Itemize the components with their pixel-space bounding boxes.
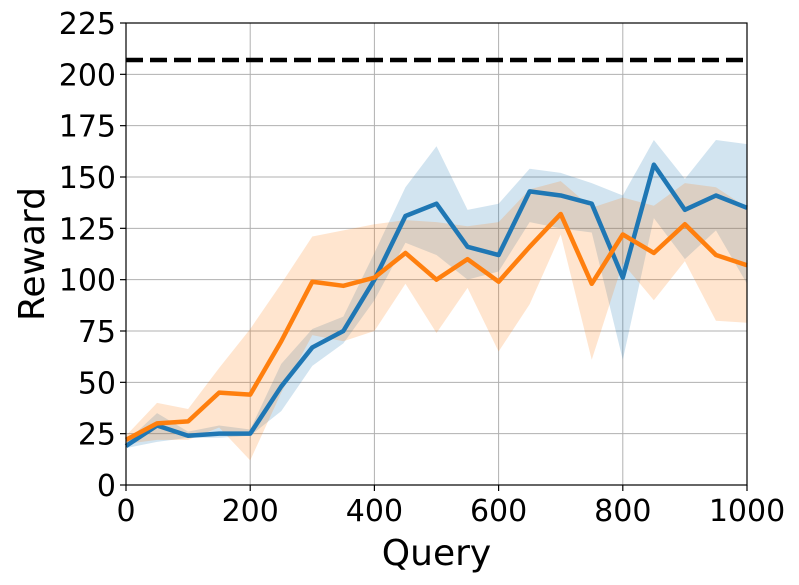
series-2-band [126, 181, 747, 461]
y-tick-label: 125 [59, 212, 116, 247]
y-tick-label: 100 [59, 264, 116, 299]
x-tick-label: 1000 [709, 494, 785, 529]
y-tick-label: 150 [59, 161, 116, 196]
y-tick-label: 75 [78, 315, 116, 350]
y-tick-label: 225 [59, 7, 116, 42]
x-tick-label: 600 [470, 494, 527, 529]
series-2-line [124, 211, 748, 442]
x-tick-label: 200 [222, 494, 279, 529]
plot-frame [125, 22, 748, 486]
y-tick-label: 50 [78, 366, 116, 401]
series-1-band [126, 140, 747, 449]
series-1-line [124, 162, 748, 448]
y-tick-label: 25 [78, 418, 116, 453]
x-tick-label: 800 [594, 494, 651, 529]
x-axis-label: Query [382, 533, 491, 574]
x-tick-label: 0 [116, 494, 135, 529]
y-tick-label: 175 [59, 110, 116, 145]
y-tick-label: 200 [59, 58, 116, 93]
y-tick-label: 0 [97, 469, 116, 504]
y-axis-label: Reward [12, 187, 53, 321]
x-tick-label: 400 [346, 494, 403, 529]
